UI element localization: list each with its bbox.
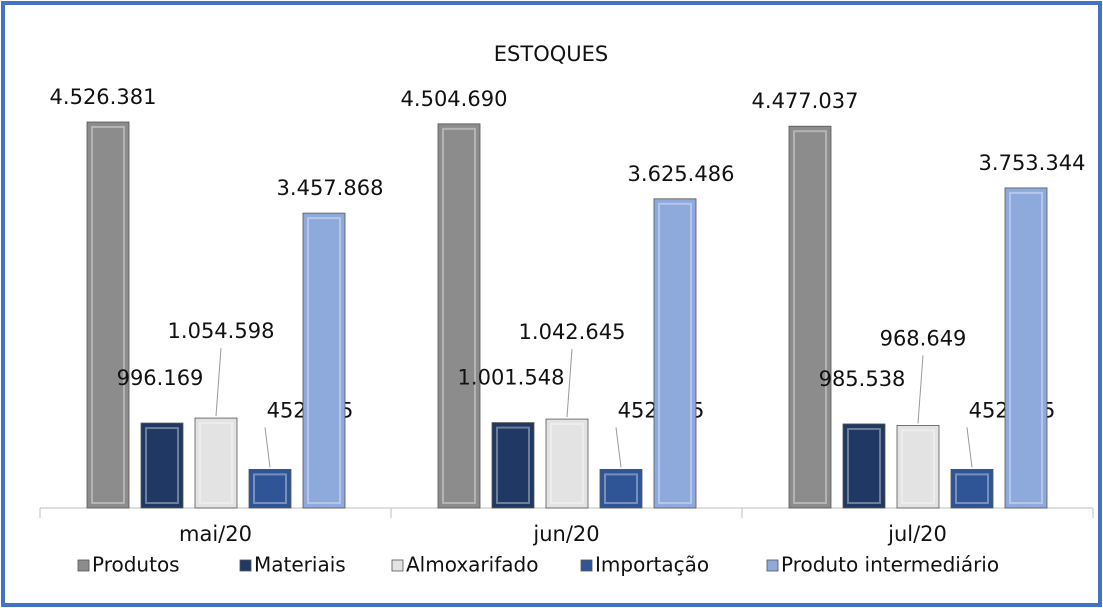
- legend-label: Importação: [595, 553, 709, 577]
- data-label: 1.054.598: [168, 319, 275, 343]
- bar-bevel: [658, 202, 692, 504]
- bar-bevel: [1009, 191, 1043, 505]
- leader-line: [615, 427, 622, 468]
- bar: [302, 212, 346, 509]
- bar: [896, 424, 940, 509]
- bar: [950, 468, 994, 509]
- data-label: 3.457.868: [277, 176, 384, 200]
- bar-bevel: [145, 427, 179, 504]
- data-label: 1.042.645: [519, 320, 626, 344]
- bar: [842, 423, 886, 509]
- bar-bevel: [550, 423, 584, 504]
- x-tick-label: jun/20: [532, 522, 599, 546]
- bar-bevel: [955, 473, 989, 505]
- bar: [194, 417, 238, 509]
- legend-swatch: [239, 559, 252, 572]
- legend-swatch: [391, 559, 404, 572]
- bar: [1004, 187, 1048, 509]
- bar: [248, 468, 292, 509]
- legend-label: Produtos: [92, 553, 180, 577]
- bar-bevel: [793, 130, 827, 504]
- legend-label: Almoxarifado: [406, 553, 538, 577]
- bar-bevel: [496, 426, 530, 504]
- bar: [788, 125, 832, 509]
- data-label: 3.753.344: [979, 151, 1086, 175]
- data-label: 1.001.548: [458, 366, 565, 390]
- legend-swatch: [580, 559, 593, 572]
- x-tick-label: jul/20: [887, 522, 947, 546]
- legend-label: Produto intermediário: [781, 553, 999, 577]
- bar-bevel: [253, 473, 287, 505]
- leader-line: [264, 427, 271, 468]
- x-tick-label: mai/20: [179, 522, 252, 546]
- bar: [653, 198, 697, 509]
- legend-swatch: [77, 559, 90, 572]
- bar: [86, 121, 130, 509]
- data-label: 3.625.486: [628, 162, 735, 186]
- bar-bevel: [307, 217, 341, 504]
- data-label: 968.649: [880, 326, 967, 350]
- bar-bevel: [442, 127, 476, 504]
- data-label: 4.477.037: [752, 89, 859, 113]
- data-label: 4.526.381: [50, 85, 157, 109]
- bar: [437, 123, 481, 509]
- legend-label: Materiais: [254, 553, 346, 577]
- bar: [491, 422, 535, 509]
- bar-bevel: [847, 427, 881, 504]
- data-label: 996.169: [117, 366, 204, 390]
- bar: [599, 468, 643, 509]
- leader-line: [566, 349, 573, 418]
- leader-line: [966, 427, 973, 468]
- bar: [545, 418, 589, 509]
- bar-bevel: [199, 422, 233, 504]
- chart-title: ESTOQUES: [494, 42, 608, 66]
- data-label: 4.504.690: [401, 87, 508, 111]
- leader-line: [215, 348, 222, 417]
- bar-bevel: [901, 429, 935, 504]
- data-label: 985.538: [819, 367, 906, 391]
- bar-bevel: [604, 473, 638, 505]
- legend-swatch: [766, 559, 779, 572]
- bar-bevel: [91, 126, 125, 504]
- bar: [140, 422, 184, 509]
- leader-line: [917, 355, 924, 424]
